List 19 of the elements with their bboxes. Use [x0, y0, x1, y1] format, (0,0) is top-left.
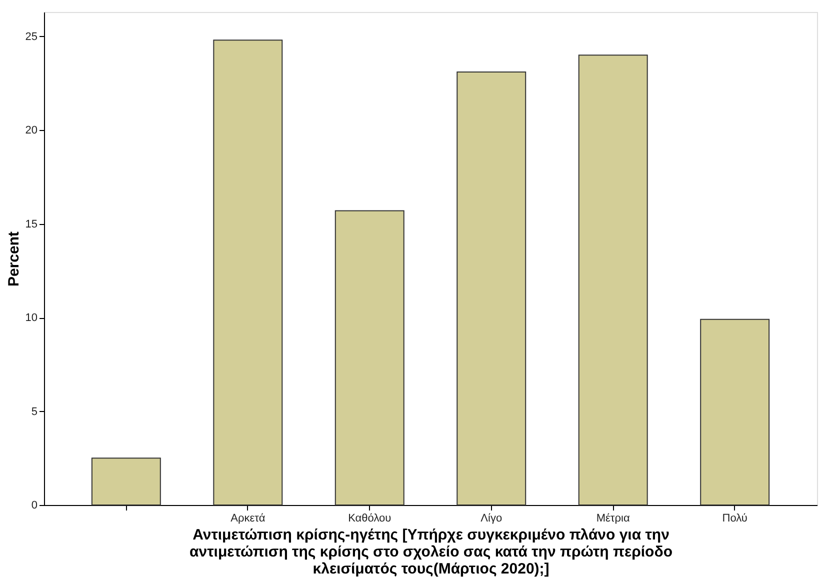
y-axis-title: Percent — [5, 231, 22, 287]
bar — [334, 210, 404, 506]
bar — [213, 40, 283, 506]
x-axis-title: Αντιμετώπιση κρίσης-ηγέτης [Υπήρχε συγκεκριμένο πλάνο για την αντιμετώπιση της κρίσης στο σχολείο σας κατά την πρώτη περίοδο κλεισίματός τους(Μάρτιος 2020);] — [190, 526, 672, 578]
bar — [91, 458, 161, 506]
y-tick-label: 5 — [31, 406, 38, 418]
y-tick-label: 10 — [25, 312, 38, 324]
x-tick-label: Αρκετά — [230, 512, 266, 524]
bar — [456, 71, 526, 506]
x-tick-label: Μέτρια — [596, 512, 630, 524]
y-tick-label: 20 — [25, 124, 38, 137]
y-tick-label: 25 — [25, 30, 38, 43]
bar — [700, 318, 770, 506]
y-tick-label: 0 — [31, 500, 38, 512]
bar — [578, 54, 648, 506]
x-tick-label: Πολύ — [722, 512, 748, 524]
x-tick-label: Λίγο — [480, 512, 502, 524]
x-tick-label: Καθόλου — [348, 512, 392, 524]
y-tick-label: 15 — [25, 218, 38, 230]
